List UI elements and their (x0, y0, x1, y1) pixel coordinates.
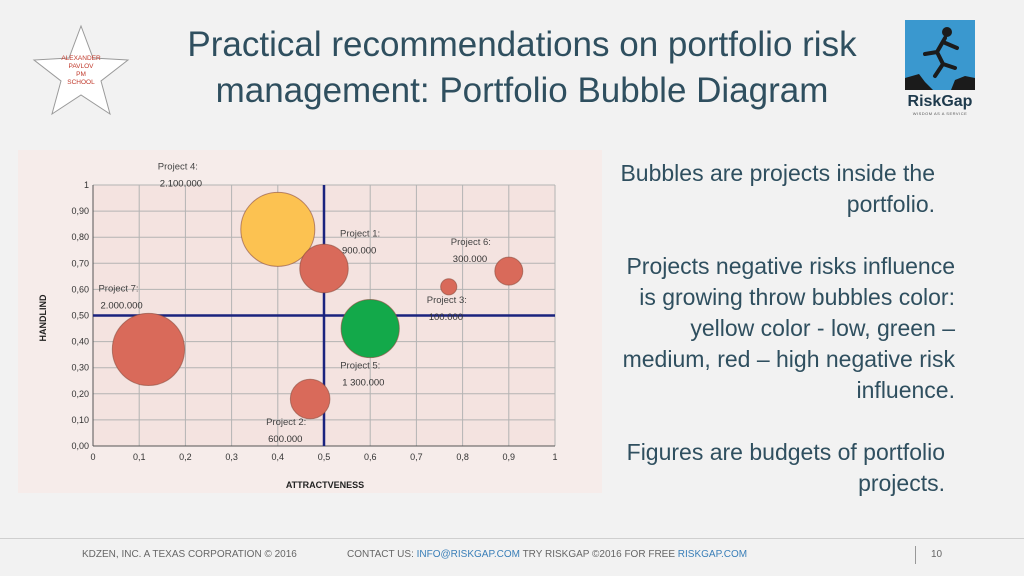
description-colors: Projects negative risks influence is gro… (622, 253, 955, 403)
description-budgets: Figures are budgets of portfolio project… (626, 439, 945, 496)
logo-tagline: WISDOM AS A SERVICE (912, 111, 968, 116)
y-tick-label: 0,60 (71, 284, 89, 294)
page-title: Practical recommendations on portfolio r… (132, 22, 912, 114)
bubble-name-label: Project 7: (98, 283, 138, 294)
logo-mark (905, 20, 975, 90)
y-tick-label: 0,30 (71, 363, 89, 373)
footer-email-link[interactable]: INFO@RISKGAP.COM (416, 549, 520, 560)
bubble-budget-label: 1 300.000 (342, 378, 384, 389)
bubble-name-label: Project 3: (427, 295, 467, 306)
footer-contact: CONTACT US: INFO@RISKGAP.COM TRY RISKGAP… (347, 549, 747, 560)
y-tick-label: 0,80 (71, 232, 89, 242)
bubble (289, 378, 331, 420)
bubble-name-label: Project 1: (340, 229, 380, 240)
bubble-budget-label: 100.000 (429, 312, 463, 323)
footer-divider (0, 538, 1024, 539)
bubble (494, 256, 524, 286)
bubble-name-label: Project 2: (266, 417, 306, 428)
x-tick-label: 1 (552, 452, 557, 462)
bubble (440, 278, 458, 296)
x-tick-label: 0 (90, 452, 95, 462)
bubble (240, 191, 316, 267)
description: Bubbles are projects inside the portfoli… (615, 158, 955, 499)
bubble-name-label: Project 6: (451, 237, 491, 248)
y-axis-label: HANDLIND (38, 294, 48, 341)
y-tick-label: 1 (84, 180, 89, 190)
bubble (299, 243, 349, 294)
footer-try-text: TRY RISKGAP ©2016 FOR FREE (522, 549, 675, 560)
y-tick-label: 0,10 (71, 415, 89, 425)
jumping-man-icon (905, 20, 975, 90)
y-tick-label: 0,90 (71, 206, 89, 216)
x-tick-label: 0,9 (503, 452, 516, 462)
star-icon: ALEXANDER PAVLOV PM SCHOOL (32, 24, 130, 116)
riskgap-logo: RiskGap WISDOM AS A SERVICE (905, 20, 975, 118)
school-badge: ALEXANDER PAVLOV PM SCHOOL (28, 22, 134, 118)
bubble-budget-label: 600.000 (268, 434, 302, 445)
bubble-budget-label: 2.000.000 (100, 300, 142, 311)
y-tick-label: 0,40 (71, 337, 89, 347)
footer-site-link[interactable]: RISKGAP.COM (677, 549, 748, 560)
badge-line-3: PM (76, 71, 86, 78)
chart-panel: Project 4: 2.100.000 Project 1: 900.000 Proj… (18, 150, 602, 493)
bubble-budget-label: 900.000 (342, 246, 376, 257)
footer-contact-label: CONTACT US: (347, 549, 414, 560)
x-tick-label: 0,5 (318, 452, 331, 462)
title-line-1: Practical recommendations on portfolio r… (187, 25, 857, 64)
bubble (111, 312, 186, 387)
bubble-name-label: Project 4: (158, 161, 198, 172)
y-tick-label: 0,20 (71, 389, 89, 399)
description-bubbles: Bubbles are projects inside the portfoli… (620, 160, 935, 217)
page-number: 10 (931, 549, 943, 560)
x-tick-label: 0,3 (225, 452, 238, 462)
badge-line-1: ALEXANDER (61, 55, 101, 62)
bubble-budget-label: 300.000 (453, 254, 487, 265)
chart-bubbles: Project 4: 2.100.000 Project 1: 900.000 Proj… (98, 161, 524, 445)
x-tick-label: 0,8 (456, 452, 469, 462)
x-tick-label: 0,1 (133, 452, 146, 462)
bubble-chart: Project 4: 2.100.000 Project 1: 900.000 Proj… (38, 161, 558, 490)
x-tick-label: 0,2 (179, 452, 192, 462)
y-tick-label: 0,00 (71, 441, 89, 451)
bubble-budget-label: 2.100.000 (160, 178, 202, 189)
bubble-name-label: Project 5: (340, 361, 380, 372)
bubble (340, 298, 400, 359)
chart-ticks: 0 0,1 0,2 0,3 0,4 0,5 0,6 0,7 0,8 0,9 1 0,00 0,10 0,2… (71, 180, 557, 462)
footer-company: KDZEN, INC. A TEXAS CORPORATION © 2016 (82, 549, 297, 560)
x-tick-label: 0,6 (364, 452, 377, 462)
x-tick-label: 0,7 (410, 452, 423, 462)
x-tick-label: 0,4 (272, 452, 285, 462)
y-tick-label: 0,70 (71, 258, 89, 268)
logo-name: RiskGap (907, 93, 973, 110)
footer-separator (915, 546, 916, 564)
badge-line-2: PAVLOV (68, 63, 94, 70)
title-line-2: management: Portfolio Bubble Diagram (215, 71, 829, 110)
y-tick-label: 0,50 (71, 311, 89, 321)
badge-line-4: SCHOOL (67, 79, 95, 86)
x-axis-label: ATTRACTVENESS (286, 480, 364, 490)
